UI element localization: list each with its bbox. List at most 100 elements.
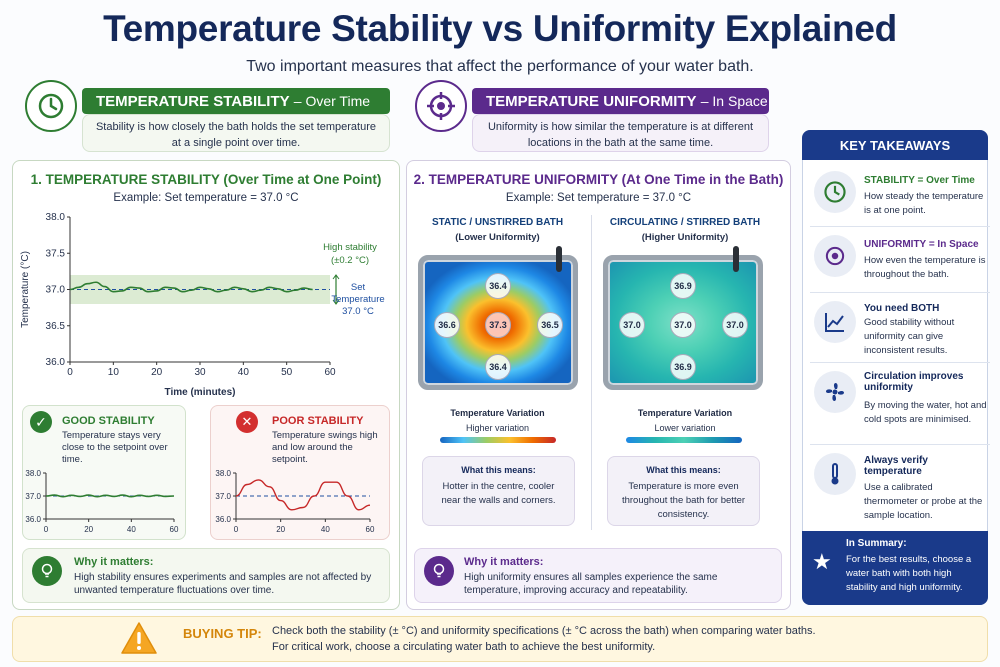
y-tick-label: 37.0 xyxy=(215,492,231,501)
stability-banner: TEMPERATURE STABILITY – Over Time xyxy=(82,88,390,114)
circulating-probe-icon xyxy=(733,246,739,272)
y-tick-label: 36.0 xyxy=(25,515,41,524)
clock-icon xyxy=(38,93,64,119)
stability-banner-suffix: – Over Time xyxy=(293,93,371,109)
x-tick-label: 10 xyxy=(108,367,120,378)
y-tick-label: 36.0 xyxy=(215,515,231,524)
stability-why-title: Why it matters: xyxy=(74,556,154,568)
y-tick-label: 37.0 xyxy=(25,492,41,501)
takeaway-title: Circulation improves uniformity xyxy=(864,371,964,393)
band-arrow-head xyxy=(332,274,340,280)
static-bath-title: STATIC / UNSTIRRED BATH xyxy=(431,217,564,228)
temperature-line xyxy=(235,479,371,511)
uniformity-banner: TEMPERATURE UNIFORMITY – In Space xyxy=(472,88,769,114)
static-reading-top: 36.4 xyxy=(485,273,511,299)
setpoint-label: Set xyxy=(351,282,366,293)
band-label: High stability xyxy=(323,242,377,253)
takeaway-text: How steady the temperature is at one poi… xyxy=(864,191,984,216)
x-axis-label: Time (minutes) xyxy=(165,387,236,398)
x-tick-label: 20 xyxy=(276,525,285,534)
poor-stability-title: POOR STABILITY xyxy=(272,415,364,427)
takeaway-text: How even the temperature is throughout t… xyxy=(864,255,986,280)
static-variation-value: Higher variation xyxy=(465,423,530,433)
static-variation-gradient xyxy=(440,437,556,443)
setpoint-label: Temperature xyxy=(331,294,384,305)
stability-why-text: High stability ensures experiments and s… xyxy=(74,572,372,596)
lightbulb-icon xyxy=(424,556,454,586)
y-tick-label: 38.0 xyxy=(215,469,231,478)
buying-tip-line1: Check both the stability (± °C) and unif… xyxy=(272,625,816,637)
setpoint-label: 37.0 °C xyxy=(342,306,374,317)
poor-stability-text: Temperature swings high and low around t… xyxy=(272,430,378,465)
uniformity-panel-title: 2. TEMPERATURE UNIFORMITY (At One Time i… xyxy=(413,172,784,187)
circulating-bath-subtitle: (Higher Uniformity) xyxy=(641,232,729,243)
static-reading-left: 36.6 xyxy=(434,312,460,338)
circulating-meaning-text: Temperature is more even throughout the … xyxy=(621,481,746,520)
warning-icon xyxy=(121,622,157,654)
stability-panel-title: 1. TEMPERATURE STABILITY (Over Time at O… xyxy=(30,172,382,187)
x-tick-label: 30 xyxy=(194,367,206,378)
stability-description: Stability is how closely the bath holds … xyxy=(95,121,377,149)
stability-example: Example: Set temperature = 37.0 °C xyxy=(113,192,299,204)
takeaway-title: You need BOTH xyxy=(864,303,940,314)
target-icon xyxy=(427,92,455,120)
stability-banner-label: TEMPERATURE STABILITY xyxy=(96,92,290,110)
stability-header-icon-circle xyxy=(25,80,77,132)
y-tick-label: 37.5 xyxy=(46,248,66,259)
uniformity-why-box xyxy=(414,548,782,603)
poor-stability-chart: 38.0 37.0 36.00 20 40 60 xyxy=(215,469,375,534)
circulating-reading-top: 36.9 xyxy=(670,273,696,299)
circulating-reading-bottom: 36.9 xyxy=(670,354,696,380)
uniformity-description-box: Uniformity is how similar the temperatur… xyxy=(472,114,769,152)
circulating-meaning-box xyxy=(607,456,760,526)
x-tick-label: 0 xyxy=(234,525,239,534)
x-tick-label: 60 xyxy=(366,525,375,534)
uniformity-header-icon-circle xyxy=(415,80,467,132)
takeaway-item: UNIFORMITY = In Space How even the tempe… xyxy=(810,229,990,293)
takeaway-item: You need BOTH Good stability without uni… xyxy=(810,295,990,363)
stability-description-box: Stability is how closely the bath holds … xyxy=(82,114,390,152)
takeaway-text: Use a calibrated thermometer or probe at… xyxy=(864,482,983,521)
x-tick-label: 60 xyxy=(170,525,179,534)
circulating-bath-title: CIRCULATING / STIRRED BATH xyxy=(609,217,761,228)
circulating-reading-center: 37.0 xyxy=(670,312,696,338)
uniformity-divider xyxy=(591,215,592,530)
page-subtitle: Two important measures that affect the p… xyxy=(246,58,754,75)
band-arrow-head xyxy=(332,299,340,305)
x-tick-label: 50 xyxy=(281,367,293,378)
static-bath-subtitle: (Lower Uniformity) xyxy=(455,232,540,243)
y-axis-label: Temperature (°C) xyxy=(20,251,31,328)
static-variation-label: Temperature Variation xyxy=(450,408,545,418)
x-tick-label: 40 xyxy=(238,367,250,378)
takeaway-title: UNIFORMITY = In Space xyxy=(864,239,979,250)
takeaway-text: Good stability without uniformity can gi… xyxy=(864,317,955,356)
circulating-variation-gradient xyxy=(626,437,742,443)
summary-text: For the best results, choose a water bat… xyxy=(846,554,972,593)
uniformity-why-text: High uniformity ensures all samples expe… xyxy=(464,572,718,596)
circulating-meaning-title: What this means: xyxy=(646,465,721,475)
static-reading-center: 37.3 xyxy=(485,312,511,338)
static-meaning-text: Hotter in the centre, cooler near the wa… xyxy=(441,481,556,506)
static-meaning-box xyxy=(422,456,575,526)
star-icon: ★ xyxy=(812,549,832,574)
stability-why-box xyxy=(22,548,390,603)
x-tick-label: 0 xyxy=(44,525,49,534)
circulating-reading-right: 37.0 xyxy=(722,312,748,338)
takeaway-title: STABILITY = Over Time xyxy=(864,175,975,186)
takeaway-title: Always verify temperature xyxy=(864,455,928,477)
check-icon: ✓ xyxy=(30,411,52,433)
key-takeaways-title: KEY TAKEAWAYS xyxy=(839,137,951,153)
key-takeaways-header: KEY TAKEAWAYS xyxy=(802,130,988,160)
static-reading-bottom: 36.4 xyxy=(485,354,511,380)
circulating-variation-label: Temperature Variation xyxy=(637,408,733,418)
uniformity-description: Uniformity is how similar the temperatur… xyxy=(487,121,754,149)
takeaway-item: Always verify temperature Use a calibrat… xyxy=(810,447,990,527)
thermometer-icon xyxy=(814,453,856,495)
page-title: Temperature Stability vs Uniformity Expl… xyxy=(103,8,897,49)
circulating-reading-left: 37.0 xyxy=(619,312,645,338)
takeaway-item: Circulation improves uniformity By movin… xyxy=(810,365,990,445)
buying-tip-label: BUYING TIP: xyxy=(183,626,262,641)
y-tick-label: 38.0 xyxy=(46,212,66,223)
uniformity-example: Example: Set temperature = 37.0 °C xyxy=(505,192,692,204)
